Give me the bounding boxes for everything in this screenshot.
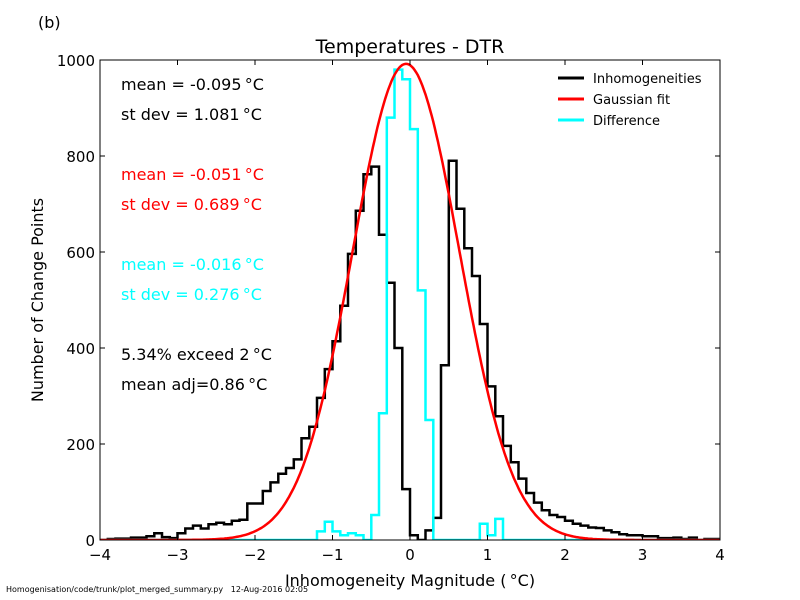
stat-annotation: mean = -0.016 °C [121, 255, 264, 274]
x-tick-label: 0 [405, 546, 415, 564]
x-tick-label: 1 [483, 546, 493, 564]
y-tick-label: 200 [66, 436, 95, 454]
x-axis-label: Inhomogeneity Magnitude ( °C) [285, 571, 535, 590]
x-tick-label: −4 [89, 546, 111, 564]
series-line-inhomogeneities [100, 159, 720, 540]
y-tick-label: 800 [66, 148, 95, 166]
y-tick-label: 0 [85, 532, 95, 550]
stat-annotation: st dev = 1.081 °C [121, 105, 262, 124]
y-tick-label: 400 [66, 340, 95, 358]
chart-title: Temperatures - DTR [315, 36, 505, 58]
stat-annotation: mean = -0.095 °C [121, 75, 264, 94]
legend: Inhomogeneities Gaussian fit Difference [558, 72, 702, 129]
footer: Homogenisation/code/trunk/plot_merged_su… [6, 585, 308, 594]
series-line-difference [100, 68, 720, 540]
y-tick-label: 1000 [57, 52, 95, 70]
annotations: mean = -0.095 °C st dev = 1.081 °C mean = … [121, 75, 272, 394]
legend-label: Gaussian fit [593, 93, 670, 108]
stat-annotation: mean adj=0.86 °C [121, 375, 267, 394]
footer-script-path: Homogenisation/code/trunk/plot_merged_su… [6, 585, 224, 594]
x-tick-label: −1 [321, 546, 343, 564]
x-tick-label: 4 [715, 546, 725, 564]
stat-annotation: mean = -0.051 °C [121, 165, 264, 184]
stat-annotation: st dev = 0.689 °C [121, 195, 262, 214]
footer-timestamp: 12-Aug-2016 02:05 [230, 585, 309, 594]
legend-label: Difference [593, 114, 660, 129]
x-tick-label: −2 [244, 546, 266, 564]
legend-label: Inhomogeneities [593, 72, 702, 87]
stat-annotation: 5.34% exceed 2 °C [121, 345, 272, 364]
x-tick-label: 2 [560, 546, 570, 564]
y-axis-label: Number of Change Points [28, 198, 47, 402]
y-tick-label: 600 [66, 244, 95, 262]
x-tick-label: −3 [166, 546, 188, 564]
x-tick-label: 3 [638, 546, 648, 564]
stat-annotation: st dev = 0.276 °C [121, 285, 262, 304]
panel-label: (b) [38, 13, 61, 32]
ticks-layer: −4 −3 −2 −1 0 1 2 3 4 0 200 400 600 800 1000 [57, 52, 725, 564]
